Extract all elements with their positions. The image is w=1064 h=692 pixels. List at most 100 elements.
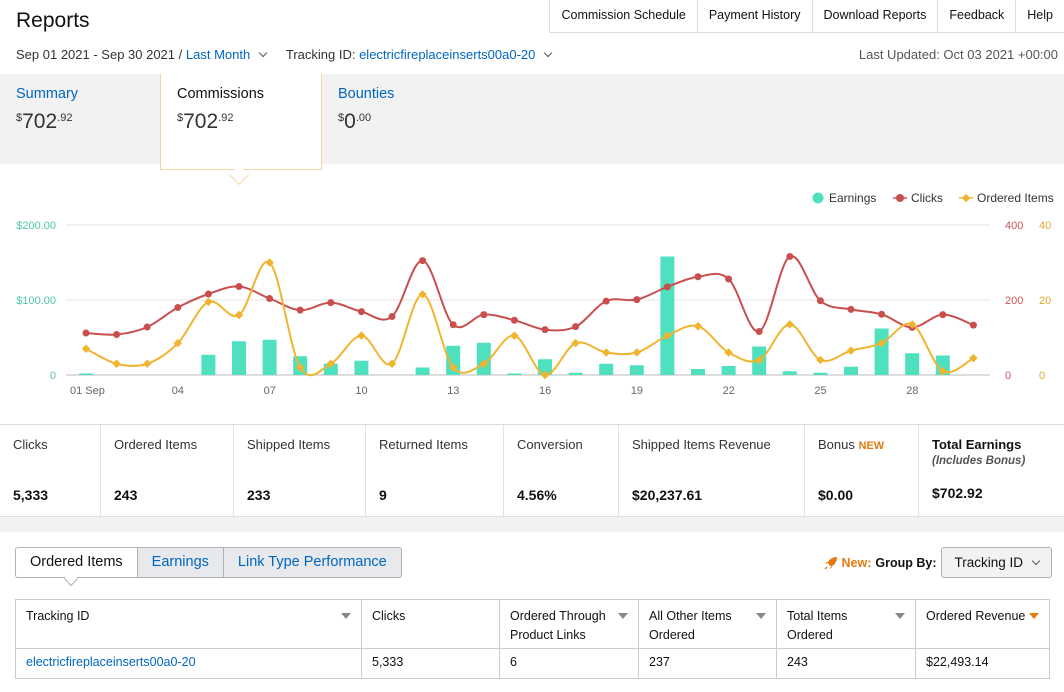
metric-returned-items: Returned Items 9 — [366, 425, 504, 516]
right-axis-items-tick: 40 — [1039, 220, 1051, 232]
ordered-items-point — [204, 297, 213, 307]
metric-total-earnings: Total Earnings (Includes Bonus) $702.92 — [919, 425, 1064, 516]
ordered-items-point — [571, 338, 580, 348]
earnings-bar — [507, 373, 522, 375]
clicks-point — [786, 253, 794, 260]
left-axis-tick: $200.00 — [16, 220, 56, 232]
group-by-control: New: Group By: Tracking ID — [823, 547, 1052, 578]
date-preset-dropdown[interactable]: Last Month — [185, 47, 251, 62]
cell-ordered-revenue: $22,493.14 — [915, 648, 1050, 679]
clicks-point — [663, 283, 671, 291]
tab-ordered-items[interactable]: Ordered Items — [15, 547, 138, 578]
x-axis-tick: 13 — [447, 385, 459, 397]
earnings-bar — [691, 369, 705, 375]
ordered-items-point — [387, 359, 397, 368]
nav-commission-schedule[interactable]: Commission Schedule — [549, 0, 696, 32]
earnings-bar — [721, 366, 736, 375]
col-ordered-revenue[interactable]: Ordered Revenue — [915, 599, 1050, 649]
group-by-label: Group By: — [875, 555, 937, 570]
ordered-items-point — [326, 359, 336, 368]
earnings-bar — [323, 363, 338, 375]
nav-download-reports[interactable]: Download Reports — [811, 0, 938, 32]
tab-earnings[interactable]: Earnings — [137, 547, 224, 578]
new-label: New: — [841, 555, 872, 570]
new-badge: NEW — [858, 440, 885, 452]
tracking-id-dropdown[interactable]: electricfireplaceinserts00a0-20 — [359, 47, 536, 62]
earnings-bar — [476, 342, 491, 375]
col-tracking-id[interactable]: Tracking ID — [15, 599, 362, 649]
earnings-bar — [782, 371, 797, 375]
right-axis-clicks-tick: 400 — [1005, 220, 1023, 232]
earnings-bar — [660, 256, 675, 375]
earnings-bar — [415, 367, 430, 375]
summary-metrics: Clicks 5,333 Ordered Items 243 Shipped Ite… — [0, 424, 1064, 517]
x-axis-tick: 28 — [906, 385, 918, 397]
ordered-items-point — [663, 331, 672, 340]
ordered-items-point — [81, 344, 91, 353]
ordered-items-point — [173, 338, 183, 348]
tab-commissions[interactable]: Commissions $702.92 — [160, 74, 322, 170]
table-header-row: Tracking ID Clicks Ordered Through Produ… — [15, 599, 1050, 649]
chevron-down-icon[interactable] — [544, 48, 553, 58]
filter-row: Sep 01 2021 - Sep 30 2021 / Last Month T… — [16, 47, 555, 62]
tab-label: Bounties — [338, 86, 395, 102]
tracking-id-link[interactable]: electricfireplaceinserts00a0-20 — [15, 648, 362, 679]
tab-label: Commissions — [177, 86, 265, 102]
section-divider — [0, 517, 1064, 532]
top-nav: Commission Schedule Payment History Down… — [549, 0, 1064, 33]
clicks-point — [388, 313, 396, 320]
x-axis-tick: 22 — [723, 385, 735, 397]
clicks-point — [510, 316, 518, 324]
nav-payment-history[interactable]: Payment History — [696, 0, 812, 32]
report-type-tabs: Summary $702.92 Commissions $702.92 Boun… — [0, 74, 1064, 170]
left-axis-tick: $100.00 — [16, 295, 56, 307]
ordered-items-point — [112, 359, 121, 368]
x-axis-tick: 19 — [631, 385, 643, 397]
cell-clicks: 5,333 — [361, 648, 500, 679]
clicks-line — [85, 255, 974, 336]
clicks-point — [602, 297, 610, 305]
table-row: electricfireplaceinserts00a0-20 5,333 6 … — [15, 648, 1050, 679]
sort-icon[interactable] — [895, 613, 905, 619]
earnings-bar — [599, 363, 614, 375]
tab-bounties[interactable]: Bounties $0.00 — [322, 74, 482, 164]
clicks-point — [327, 299, 335, 307]
ordered-items-point — [816, 355, 825, 365]
chevron-down-icon[interactable] — [258, 48, 268, 58]
sort-icon[interactable] — [341, 613, 351, 619]
col-total-items[interactable]: Total Items Ordered — [776, 599, 916, 649]
tab-summary[interactable]: Summary $702.92 — [0, 74, 160, 164]
tab-amount: $0.00 — [338, 110, 372, 133]
last-updated: Last Updated: Oct 03 2021 +00:00 — [858, 47, 1058, 62]
ordered-items-point — [907, 320, 917, 329]
ordered-items-point — [357, 331, 366, 340]
ordered-items-point — [479, 359, 489, 368]
clicks-point — [174, 304, 182, 311]
ordered-items-point — [938, 367, 948, 376]
clicks-point — [235, 283, 243, 290]
col-clicks[interactable]: Clicks — [361, 599, 500, 649]
nav-feedback[interactable]: Feedback — [937, 0, 1015, 32]
ordered-items-point — [265, 258, 274, 267]
clicks-point — [82, 329, 90, 337]
clicks-point — [725, 275, 733, 283]
ordered-items-table: Tracking ID Clicks Ordered Through Produ… — [15, 599, 1050, 679]
earnings-bar — [568, 372, 583, 375]
ordered-items-point — [785, 320, 795, 329]
col-all-other-items[interactable]: All Other Items Ordered — [638, 599, 777, 649]
tab-link-type-performance[interactable]: Link Type Performance — [223, 547, 402, 578]
earnings-bar — [262, 339, 277, 375]
sort-active-icon[interactable] — [1029, 613, 1039, 619]
col-ordered-through-product-links[interactable]: Ordered Through Product Links — [499, 599, 639, 649]
right-axis-items-tick: 0 — [1039, 370, 1045, 382]
metric-shipped-items: Shipped Items 233 — [234, 425, 366, 516]
legend-ordered-marker — [961, 193, 971, 203]
sort-icon[interactable] — [756, 613, 766, 619]
x-axis-tick: 25 — [814, 385, 826, 397]
clicks-point — [143, 323, 151, 331]
ordered-items-point — [846, 346, 856, 355]
group-by-select[interactable]: Tracking ID — [941, 547, 1052, 578]
nav-help[interactable]: Help — [1015, 0, 1064, 32]
legend-earnings-marker — [812, 192, 824, 204]
sort-icon[interactable] — [618, 613, 628, 619]
